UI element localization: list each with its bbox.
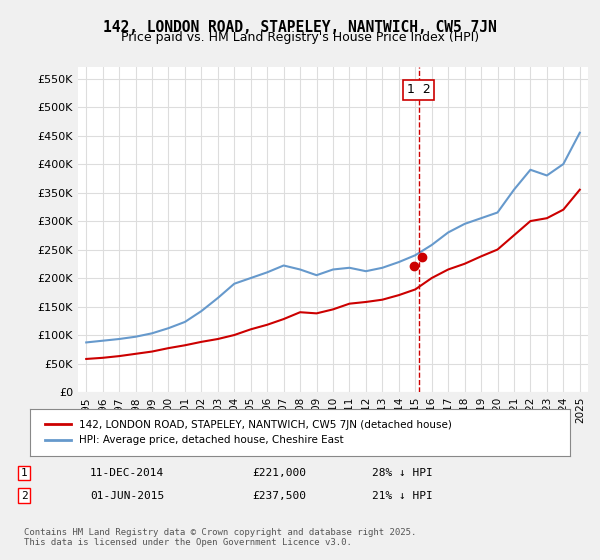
Text: 11-DEC-2014: 11-DEC-2014	[90, 468, 164, 478]
Text: 28% ↓ HPI: 28% ↓ HPI	[372, 468, 433, 478]
Text: Price paid vs. HM Land Registry's House Price Index (HPI): Price paid vs. HM Land Registry's House …	[121, 31, 479, 44]
Text: 1: 1	[20, 468, 28, 478]
Text: 2: 2	[20, 491, 28, 501]
Text: £221,000: £221,000	[252, 468, 306, 478]
Text: 21% ↓ HPI: 21% ↓ HPI	[372, 491, 433, 501]
Text: Contains HM Land Registry data © Crown copyright and database right 2025.
This d: Contains HM Land Registry data © Crown c…	[24, 528, 416, 547]
Text: 1  2: 1 2	[407, 83, 430, 96]
Legend: 142, LONDON ROAD, STAPELEY, NANTWICH, CW5 7JN (detached house), HPI: Average pri: 142, LONDON ROAD, STAPELEY, NANTWICH, CW…	[41, 416, 456, 449]
Text: 01-JUN-2015: 01-JUN-2015	[90, 491, 164, 501]
Text: 142, LONDON ROAD, STAPELEY, NANTWICH, CW5 7JN: 142, LONDON ROAD, STAPELEY, NANTWICH, CW…	[103, 20, 497, 35]
Text: £237,500: £237,500	[252, 491, 306, 501]
